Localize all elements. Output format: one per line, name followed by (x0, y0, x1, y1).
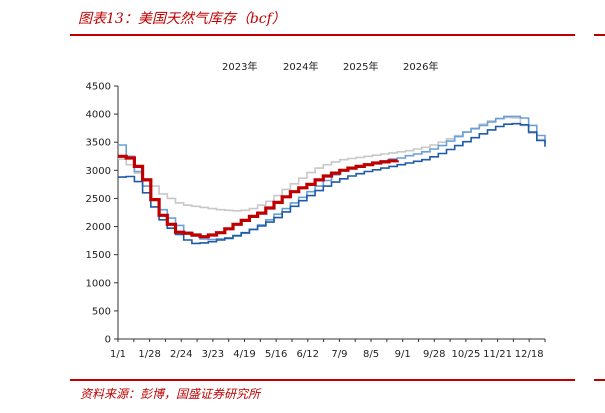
y-tick-label: 1500 (86, 250, 111, 261)
x-tick-label: 9/1 (395, 349, 411, 360)
x-tick-label: 12/18 (515, 349, 544, 360)
y-tick-label: 3500 (86, 138, 111, 149)
legend-label: 2025年 (343, 60, 378, 73)
x-tick-label: 2/24 (170, 349, 192, 360)
x-tick-label: 6/12 (297, 349, 319, 360)
series-line (118, 115, 546, 241)
x-tick-label: 3/23 (202, 349, 224, 360)
y-tick-label: 3000 (86, 166, 111, 177)
series-lines (118, 115, 546, 245)
legend-label: 2024年 (283, 60, 318, 73)
x-tick-label: 5/16 (265, 349, 287, 360)
y-tick-label: 500 (92, 306, 111, 317)
source-rule-stub (594, 379, 605, 381)
y-tick-label: 1000 (86, 278, 111, 289)
y-tick-label: 0 (105, 335, 111, 346)
x-tick-label: 7/9 (331, 349, 347, 360)
title-rule (70, 34, 575, 36)
legend-label: 2023年 (222, 60, 257, 73)
y-tick-label: 2500 (86, 194, 111, 205)
figure-title: 图表13：美国天然气库存（bcf） (78, 11, 286, 27)
y-tick-label: 4500 (86, 82, 111, 93)
x-tick-label: 1/28 (138, 349, 160, 360)
y-tick-label: 2000 (86, 222, 111, 233)
legend-label: 2026年 (403, 60, 438, 73)
legend: 2023年 2024年 2025年 2026年 (222, 60, 438, 73)
series-line (118, 116, 546, 212)
x-tick-label: 1/1 (110, 349, 126, 360)
x-tick-label: 8/5 (363, 349, 379, 360)
x-tick-label: 4/19 (233, 349, 255, 360)
x-tick-label: 11/21 (483, 349, 512, 360)
x-tick-label: 9/28 (423, 349, 445, 360)
source-note: 资料来源：彭博，国盛证券研究所 (80, 387, 261, 401)
x-tick-label: 10/25 (452, 349, 481, 360)
y-tick-label: 4000 (86, 110, 111, 121)
source-rule (70, 379, 575, 381)
series-line (118, 122, 546, 245)
title-rule-stub (594, 34, 605, 36)
series-line (118, 154, 399, 239)
axes: 0 500 1000 1500 2000 2500 3000 3500 4000 4500 1/1 1… (86, 82, 546, 360)
